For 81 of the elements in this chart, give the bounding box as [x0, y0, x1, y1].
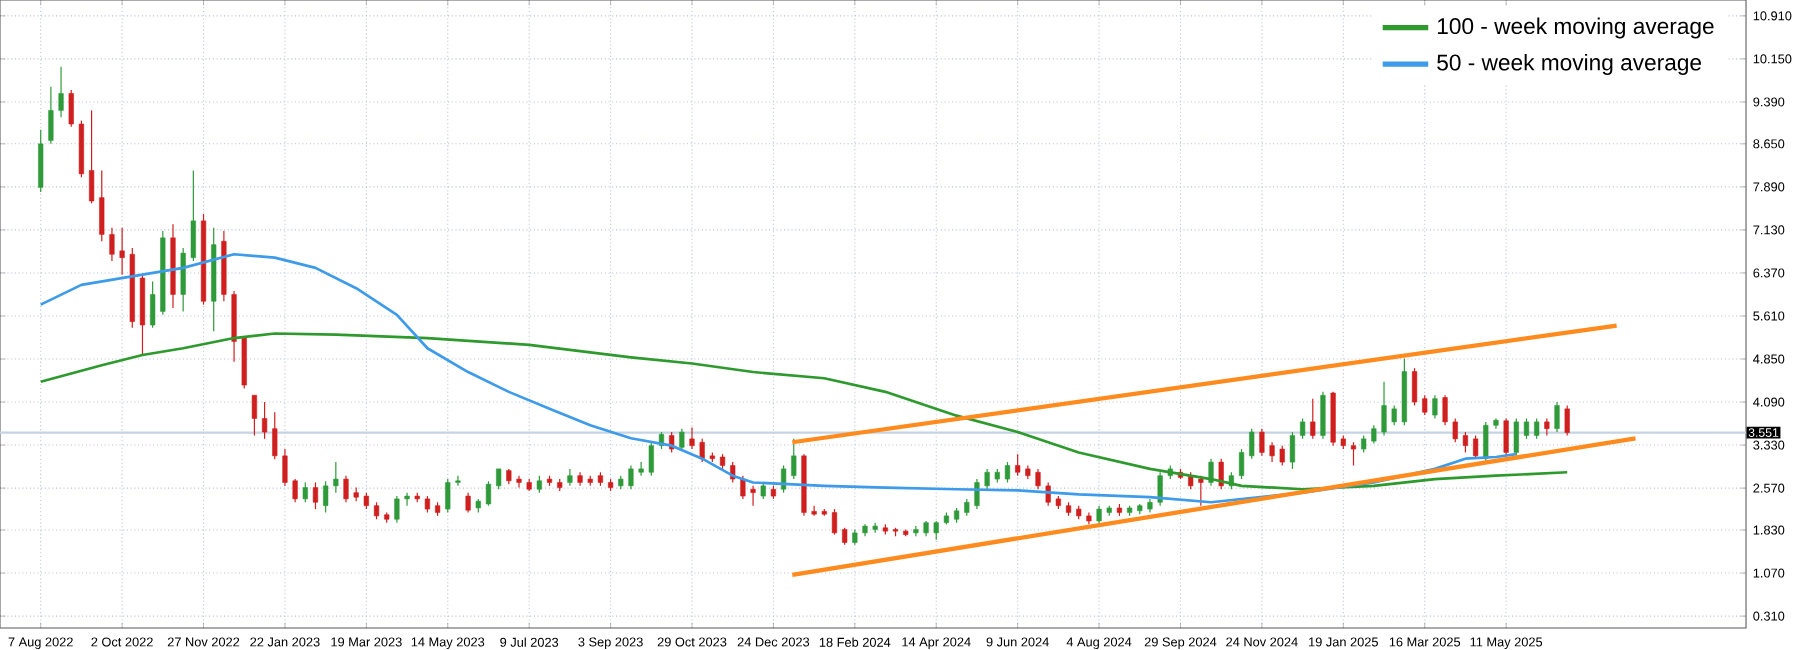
candlestick [1462, 431, 1469, 454]
candlestick [1452, 417, 1458, 443]
candlestick [933, 520, 939, 541]
candlestick [404, 492, 410, 507]
candlestick [180, 247, 186, 313]
candlestick [1259, 428, 1265, 457]
candlestick [38, 129, 44, 193]
line-series [39, 252, 1518, 504]
candlestick [333, 461, 339, 494]
candlestick [1269, 441, 1275, 463]
candlestick [699, 438, 705, 463]
candlestick [251, 394, 258, 437]
candlestick [1238, 448, 1245, 480]
candlestick [261, 401, 268, 440]
legend-label: 100 - week moving average [1437, 17, 1714, 39]
candlestick [1554, 401, 1560, 433]
candlestick [485, 480, 492, 507]
candlestick [740, 475, 746, 500]
candlestick [1035, 468, 1041, 490]
candlestick [58, 66, 64, 118]
candlestick [231, 290, 237, 363]
candlestick [109, 227, 115, 262]
candlestick [811, 505, 817, 517]
candlestick [1503, 417, 1509, 457]
candlestick [88, 109, 95, 204]
candlestick [516, 475, 522, 489]
candlestick [974, 478, 980, 510]
legend-label: 50 - week moving average [1437, 53, 1702, 76]
candlestick [68, 89, 74, 128]
candlestick [272, 411, 278, 460]
candlestick [1004, 461, 1011, 484]
candlestick [1096, 505, 1102, 525]
candlestick [1371, 424, 1377, 444]
candlestick [445, 478, 451, 514]
candlestick [1534, 417, 1540, 440]
candlestick [1564, 404, 1570, 437]
candlestick [1320, 391, 1326, 440]
candlestick [343, 475, 349, 503]
candlestick [648, 441, 654, 477]
candlestick [1422, 394, 1428, 416]
candlestick [1391, 404, 1397, 426]
candlestick [1381, 381, 1387, 437]
candlestick [455, 475, 461, 487]
candlestick [282, 448, 288, 487]
candlestick [1249, 428, 1255, 460]
candlestick [984, 468, 990, 490]
candlestick [139, 274, 146, 356]
candlestick [1473, 434, 1479, 460]
candlestick [394, 495, 400, 524]
candlestick [119, 227, 125, 276]
candlestick [1442, 394, 1448, 426]
candlestick [1411, 367, 1418, 407]
candlestick [150, 280, 156, 329]
candlestick [638, 461, 644, 477]
candlestick [689, 426, 695, 450]
candlestick [190, 169, 196, 262]
candlestick [1350, 441, 1357, 467]
candlestick [99, 169, 105, 242]
candlestick [496, 468, 502, 490]
candlestick [567, 468, 573, 487]
candlestick [1432, 394, 1438, 420]
candlestick [628, 464, 634, 490]
candlestick [292, 478, 298, 503]
candlestick [791, 438, 797, 480]
candlestick [1300, 417, 1306, 440]
candlestick [1523, 417, 1530, 440]
candlestick [831, 508, 838, 536]
candlestick [1513, 417, 1519, 457]
candlestick [1289, 431, 1296, 470]
candlestick [1310, 398, 1316, 440]
candlestick [48, 86, 54, 145]
candlestick [312, 481, 319, 510]
candlestick [241, 337, 247, 390]
candlestick [1015, 453, 1021, 477]
candlestick [1218, 458, 1224, 490]
candlestick [323, 480, 329, 514]
candlestick [465, 492, 471, 514]
candlestick [750, 485, 756, 507]
candlestick [302, 481, 308, 503]
candlestick [781, 464, 787, 494]
candlestick [1279, 445, 1285, 467]
